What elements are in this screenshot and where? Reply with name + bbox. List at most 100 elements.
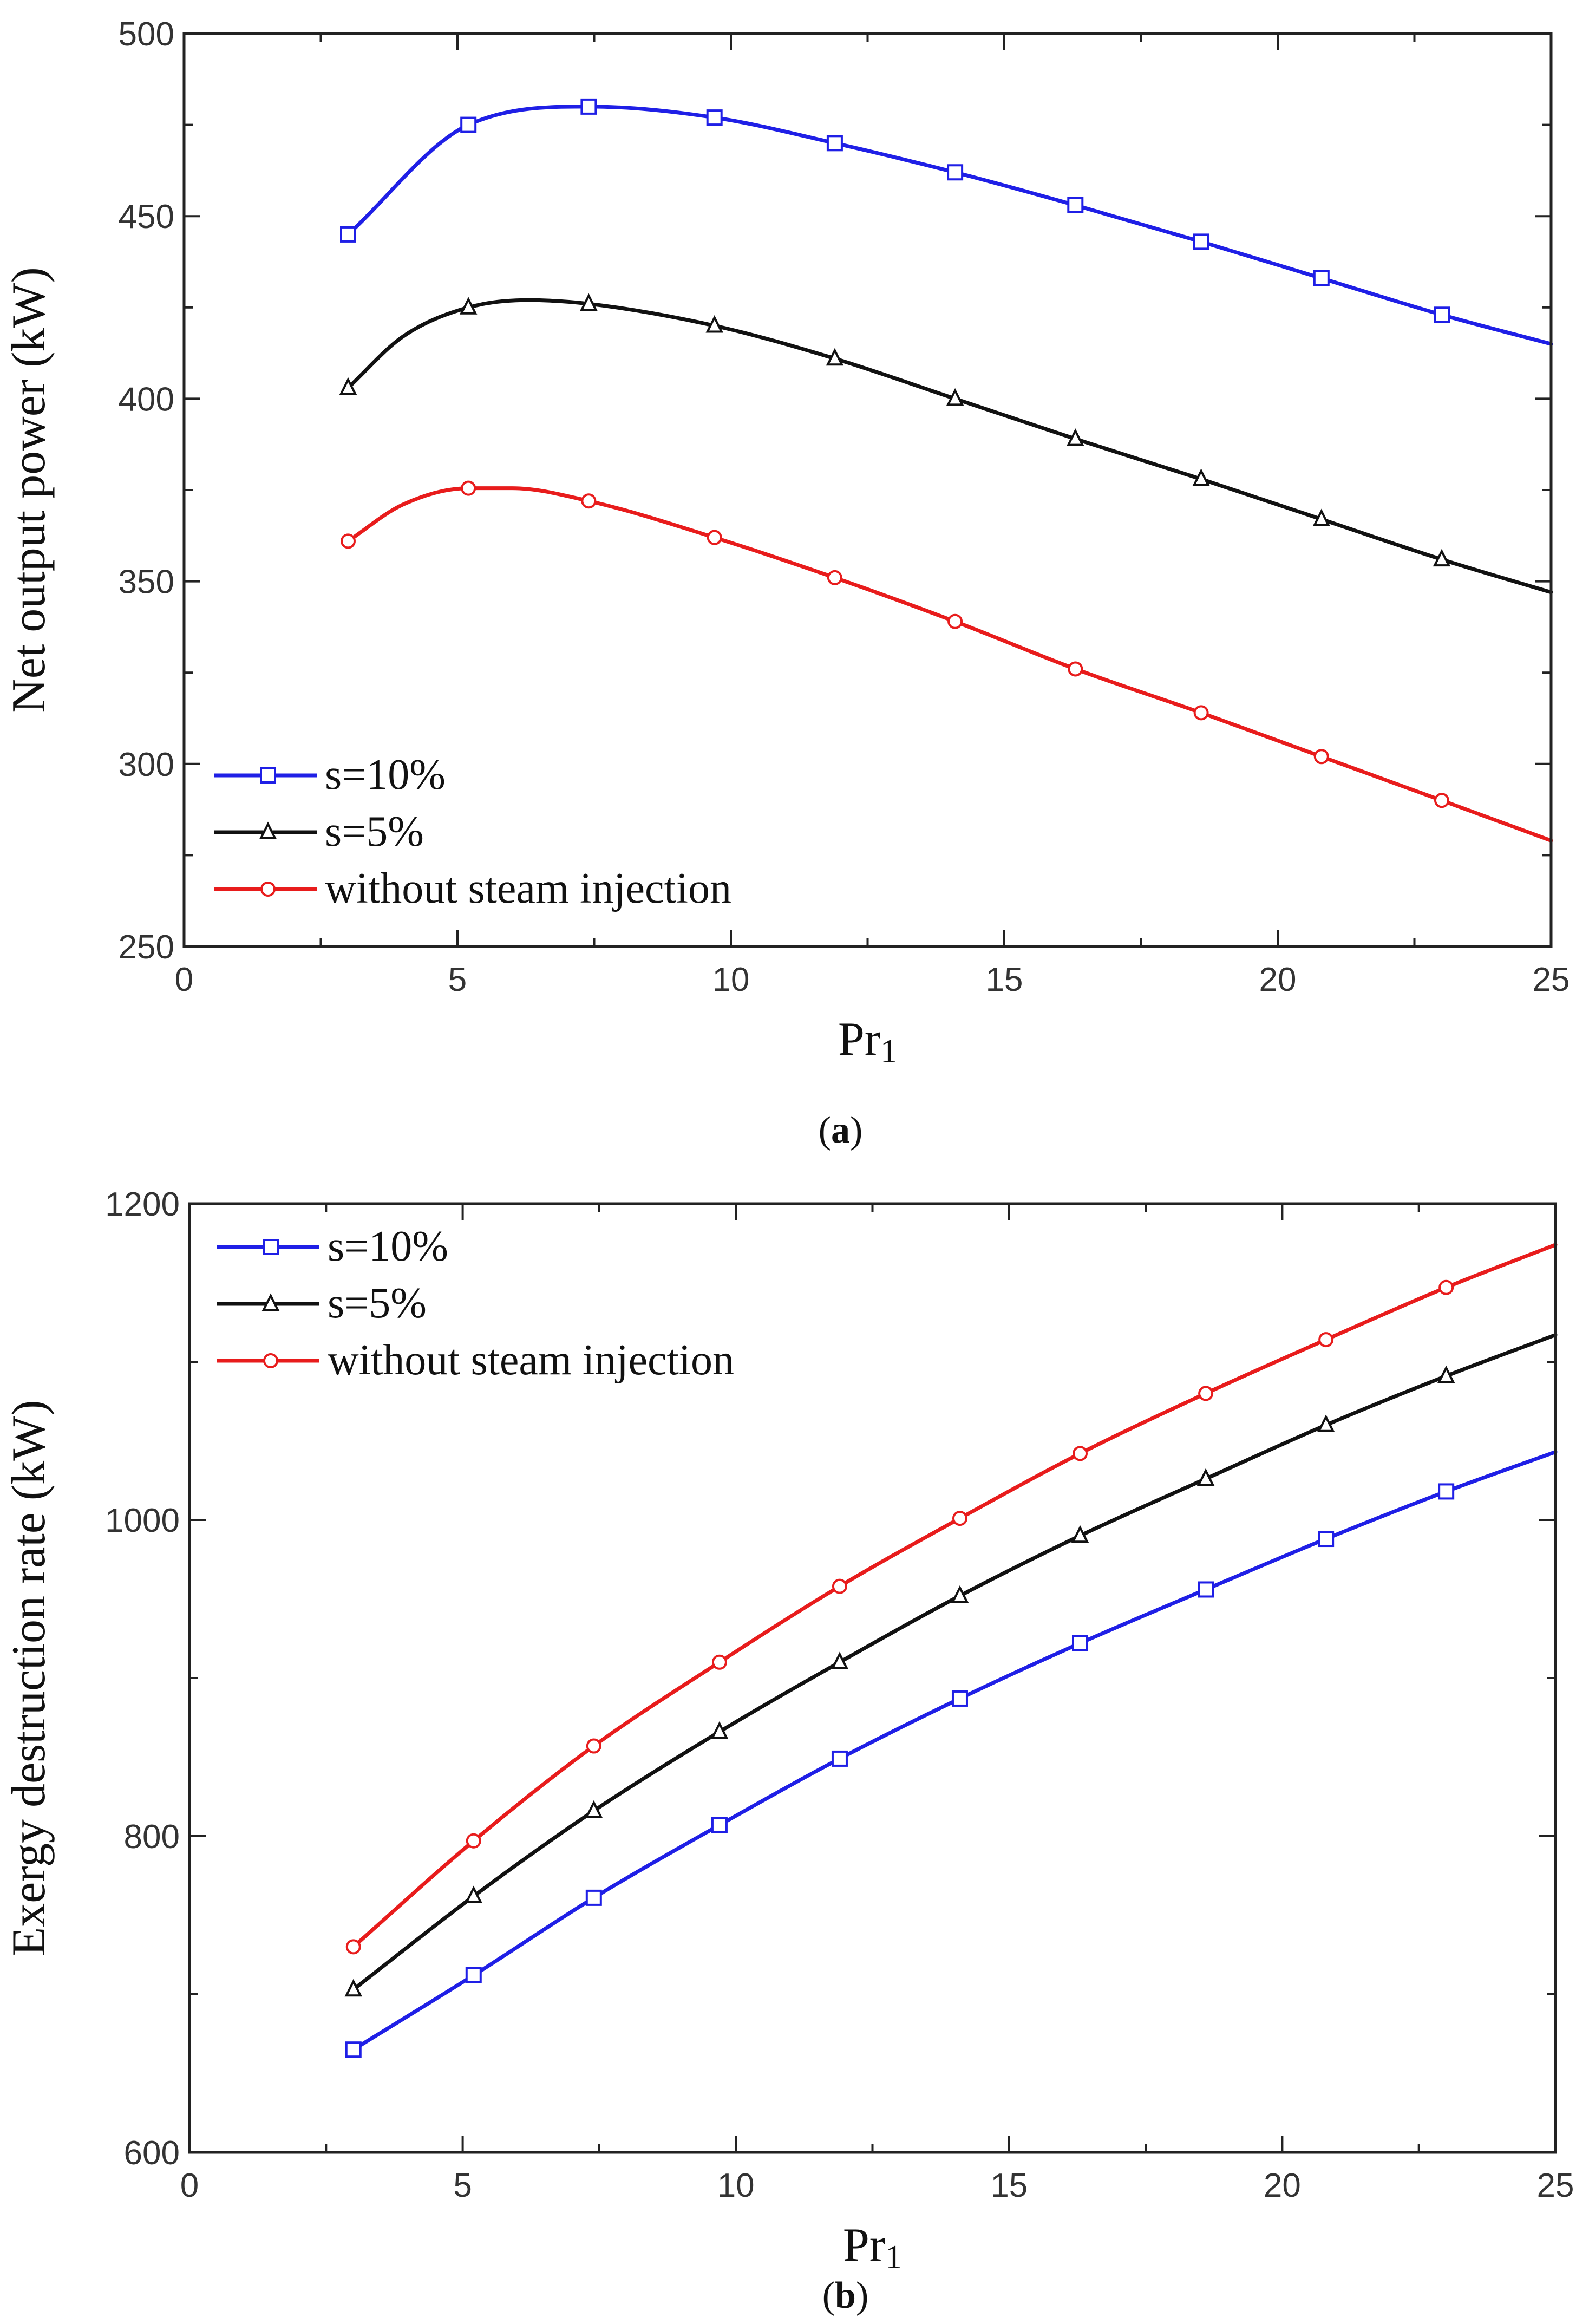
legend-marker (260, 767, 276, 784)
x-tick-label: 0 (175, 961, 193, 998)
y-axis-title-b: Exergy destruction rate (kW) (3, 1400, 55, 1956)
legend-item: s=10% (214, 751, 446, 799)
legend-marker (260, 882, 276, 897)
caption-b: (b) (822, 2275, 869, 2316)
data-point-marker (827, 570, 842, 585)
data-point-marker (831, 1750, 848, 1767)
data-point-marker (706, 109, 723, 126)
x-axis-title-main-b: Pr (843, 2219, 885, 2271)
caption-letter-a: a (831, 1109, 850, 1151)
data-point-marker (1067, 197, 1084, 213)
caption-letter-b: b (835, 2275, 856, 2316)
legend-label: s=5% (328, 1279, 427, 1327)
legend-label: s=5% (325, 808, 424, 856)
series-s5-a (339, 293, 1553, 595)
legend-label: s=10% (325, 751, 446, 799)
y-tick-label: 250 (119, 929, 174, 966)
series-line (346, 486, 1553, 843)
chart-panel-b: 0 5 10 15 20 25 600 800 1000 1200 Exergy destruct… (3, 1186, 1574, 2316)
caption-close-paren-b: ) (856, 2275, 868, 2316)
data-point-marker (341, 533, 356, 549)
data-point-marker (1198, 1386, 1214, 1401)
x-tick-label: 5 (448, 961, 467, 998)
data-point-marker (460, 116, 477, 133)
data-point-marker (1192, 468, 1210, 486)
series-line (351, 1333, 1558, 1992)
y-tick-label: 800 (124, 1818, 180, 1856)
data-point-marker (707, 530, 722, 545)
data-point-marker (1438, 1483, 1455, 1500)
data-point-marker (466, 1833, 481, 1849)
data-point-marker (711, 1817, 728, 1833)
data-point-marker (459, 297, 478, 315)
data-point-marker (832, 1578, 847, 1594)
y-axis-title-a: Net output power (kW) (3, 267, 55, 713)
x-axis-title-sub-b: 1 (885, 2239, 902, 2276)
data-point-marker (1433, 549, 1451, 567)
data-point-marker (580, 293, 598, 311)
data-point-marker (1193, 705, 1209, 721)
x-axis-title-main-a: Pr (838, 1013, 880, 1066)
caption-close-paren-a: ) (850, 1109, 862, 1151)
chart-panel-a: 0 5 10 15 20 25 250 300 350 400 450 500 Net output … (3, 16, 1570, 1151)
series-without-a (341, 480, 1553, 843)
series-line (346, 105, 1553, 346)
series-s5-b (344, 1333, 1558, 1997)
caption-a: (a) (819, 1109, 863, 1151)
legend-item: s=5% (217, 1279, 427, 1327)
y-tick-label: 1200 (105, 1186, 180, 1223)
data-point-marker (461, 480, 476, 496)
data-point-marker (580, 98, 597, 115)
x-tick-label: 25 (1537, 2167, 1574, 2204)
data-point-marker (345, 1939, 361, 1955)
data-point-marker (344, 1979, 362, 1997)
data-point-marker (1318, 1332, 1334, 1348)
series-s10-b (345, 1450, 1558, 2058)
series-line (351, 1243, 1558, 1949)
data-point-marker (1317, 1414, 1335, 1432)
y-tick-label: 450 (119, 198, 174, 236)
x-tick-label: 20 (1259, 961, 1297, 998)
x-tick-label: 10 (717, 2167, 755, 2204)
data-point-marker (1312, 508, 1331, 526)
data-point-marker (1318, 1531, 1335, 1548)
x-axis-title-sub-a: 1 (880, 1033, 897, 1070)
legend-marker (259, 821, 277, 839)
x-tick-label: 20 (1264, 2167, 1301, 2204)
data-point-marker (947, 613, 963, 629)
data-point-marker (465, 1967, 482, 1983)
series-without-b (345, 1243, 1558, 1955)
data-point-marker (951, 1585, 969, 1603)
x-tick-label: 15 (986, 961, 1023, 998)
legend-marker (263, 1353, 278, 1368)
data-point-marker (585, 1800, 603, 1818)
data-point-marker (951, 1690, 968, 1707)
y-tick-label: 350 (119, 564, 174, 601)
data-point-marker (1196, 1468, 1215, 1486)
data-point-marker (831, 1651, 849, 1669)
data-point-marker (711, 1654, 727, 1670)
data-point-marker (710, 1721, 729, 1739)
y-tick-label: 600 (124, 2134, 180, 2172)
series-line (351, 1450, 1558, 2052)
caption-open-paren-a: ( (819, 1109, 831, 1151)
data-point-marker (1313, 749, 1329, 765)
legend-b: s=10% s=5% without steam injection (217, 1223, 734, 1384)
legend-marker (263, 1239, 279, 1255)
y-tick-label: 500 (119, 16, 174, 53)
legend-item: s=5% (214, 808, 424, 856)
data-point-marker (1313, 270, 1330, 286)
legend-label: s=10% (328, 1223, 448, 1270)
y-tick-label: 400 (119, 381, 174, 418)
data-point-marker (1437, 1365, 1455, 1383)
axis-ticks-b (188, 1203, 1557, 2153)
tick-labels-a: 0 5 10 15 20 25 250 300 350 400 450 500 (119, 16, 1570, 998)
x-tick-label: 15 (990, 2167, 1028, 2204)
data-point-marker (1193, 233, 1209, 250)
x-tick-label: 0 (180, 2167, 199, 2204)
legend-a: s=10% s=5% without steam injection (214, 751, 731, 912)
data-point-marker (339, 377, 357, 395)
plot-content-b (344, 1243, 1558, 2058)
data-point-marker (952, 1511, 967, 1526)
